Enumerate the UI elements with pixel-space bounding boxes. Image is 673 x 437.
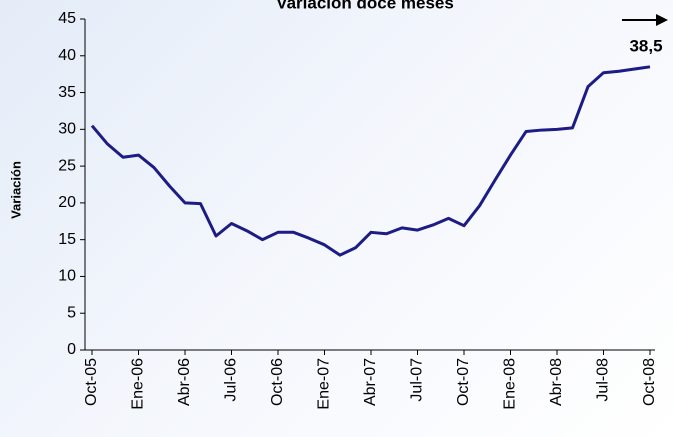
x-tick-label: Abr-07 bbox=[362, 358, 379, 406]
y-tick-label: 10 bbox=[58, 268, 76, 285]
x-tick-label: Abr-08 bbox=[548, 358, 565, 406]
x-tick-label: Jul-08 bbox=[595, 358, 612, 402]
y-tick-label: 45 bbox=[58, 10, 76, 27]
x-tick-label: Oct-05 bbox=[83, 358, 100, 406]
chart-title: Variación doce meses bbox=[276, 0, 454, 12]
x-tick-label: Jul-07 bbox=[409, 358, 426, 402]
y-tick-label: 5 bbox=[67, 304, 76, 321]
line-series bbox=[90, 65, 651, 257]
x-tick-label: Ene-08 bbox=[502, 358, 519, 410]
y-tick-label: 40 bbox=[58, 47, 76, 64]
x-tick-label: Oct-07 bbox=[455, 358, 472, 406]
x-tick-label: Oct-08 bbox=[641, 358, 658, 406]
x-tick-label: Jul-06 bbox=[223, 358, 240, 402]
x-tick-label: Abr-06 bbox=[176, 358, 193, 406]
data-label: 38,5 bbox=[629, 36, 662, 55]
y-tick-label: 35 bbox=[58, 84, 76, 101]
x-tick-label: Ene-06 bbox=[130, 358, 147, 410]
y-axis-label: Variación bbox=[8, 161, 23, 219]
x-tick-label: Ene-07 bbox=[316, 358, 333, 410]
y-tick-label: 20 bbox=[58, 194, 76, 211]
y-tick-label: 0 bbox=[67, 341, 76, 358]
y-tick-label: 25 bbox=[58, 157, 76, 174]
arrow bbox=[622, 14, 668, 26]
y-tick-label: 30 bbox=[58, 121, 76, 138]
y-tick-label: 15 bbox=[58, 231, 76, 248]
x-tick-label: Oct-06 bbox=[269, 358, 286, 406]
